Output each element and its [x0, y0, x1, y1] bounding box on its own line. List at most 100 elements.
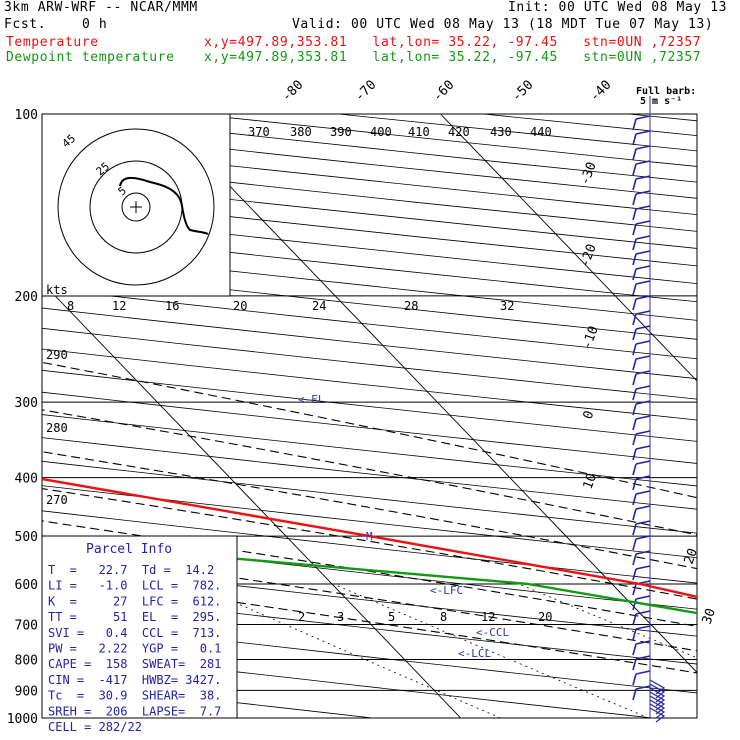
wind-barb [649, 687, 666, 703]
wind-barb [632, 460, 651, 476]
parcel-row: Tc = 30.9 SHEAR= 38. [48, 689, 221, 703]
parcel-title: Parcel Info [86, 542, 172, 557]
wind-barb [632, 625, 651, 641]
wind-barb [649, 699, 666, 715]
isotherm-line [721, 114, 740, 718]
header: 3km ARW-WRF -- NCAR/MMM Init: 00 UTC Wed… [0, 0, 740, 70]
wind-barb [632, 310, 651, 326]
wind-barb [632, 205, 651, 221]
pressure-tick-label: 500 [15, 530, 38, 545]
parcel-row: CAPE = 158 SWEAT= 281 [48, 657, 221, 671]
wind-barb [632, 295, 651, 311]
theta-label: 440 [530, 125, 552, 139]
wind-barb [632, 280, 651, 296]
pressure-tick-label: 100 [15, 108, 38, 123]
theta-label: 410 [408, 125, 430, 139]
parcel-row: TT = 51 EL = 295. [48, 610, 221, 624]
wind-barb [632, 355, 651, 371]
speed-label: 24 [312, 299, 326, 313]
parcel-row: T = 22.7 Td = 14.2 [48, 563, 214, 577]
pressure-tick-label: 300 [15, 396, 38, 411]
wind-barb [632, 640, 651, 656]
wind-barb [632, 175, 651, 191]
wind-barb [632, 505, 651, 521]
isotherm-label: 20 [682, 547, 701, 567]
forecast-hour: 0 h [82, 17, 108, 32]
wind-barb [632, 130, 651, 146]
valid-time: Valid: 00 UTC Wed 08 May 13 (18 MDT Tue … [292, 17, 714, 32]
wind-barb [649, 683, 666, 699]
isotherm-label: 10 [581, 472, 600, 492]
wind-barbs: Full barb:5 m s⁻¹ [632, 86, 696, 723]
pressure-tick-label: 900 [15, 684, 38, 699]
wind-barb [632, 250, 651, 266]
speed-label: 12 [112, 299, 126, 313]
mixing-ratio-line [518, 583, 697, 659]
wind-barb [649, 695, 666, 711]
wind-barb [632, 565, 651, 581]
parcel-info-panel: Parcel Info T = 22.7 Td = 14.2 LI = -1.0 L… [41, 535, 238, 734]
theta-label: 370 [248, 125, 270, 139]
moist-adiabat [42, 361, 697, 499]
wind-barb [632, 490, 651, 506]
wind-barb [632, 190, 651, 206]
wind-barb [632, 220, 651, 236]
parcel-row: PW = 2.22 YGP = 0.1 [48, 642, 221, 656]
wind-barb [632, 595, 651, 611]
hodograph-unit-label: kts [46, 283, 68, 297]
pressure-tick-label: 800 [15, 653, 38, 668]
hodograph-ring [121, 192, 151, 222]
dry-adiabat [42, 619, 697, 694]
theta-label: 420 [448, 125, 470, 139]
wind-barb [632, 160, 651, 176]
theta-label: 380 [290, 125, 312, 139]
isotherm-label: -80 [279, 78, 306, 105]
wind-barb [632, 325, 651, 341]
wind-barb [632, 550, 651, 566]
sounding-series [42, 477, 697, 615]
isotherm-label: -20 [578, 242, 600, 269]
dry-adiabat [42, 307, 697, 380]
theta-label: 390 [330, 125, 352, 139]
dry-adiabat [42, 327, 697, 400]
mixing-ratio-label: 20 [538, 610, 552, 624]
theta-label: 400 [370, 125, 392, 139]
hodograph-ring [57, 128, 215, 286]
wind-barb [632, 430, 651, 446]
temperature-location: x,y=497.89,353.81 lat,lon= 35.22, -97.45… [204, 35, 702, 50]
level-annotation: <-EL [298, 393, 325, 406]
parcel-row: CIN = -417 HWBZ= 3427. [48, 673, 221, 687]
hodograph-trace [119, 176, 209, 235]
temperature-line [42, 477, 697, 599]
parcel-row: K = 27 LFC = 612. [48, 594, 221, 608]
level-annotation: <-LFC [430, 584, 463, 597]
pressure-tick-label: 200 [15, 290, 38, 305]
init-time: Init: 00 UTC Wed 08 May 13 [508, 0, 728, 15]
isotherm-label: -10 [580, 324, 602, 351]
wind-barb [632, 265, 651, 281]
wind-barb [632, 235, 651, 251]
pressure-tick-label: 1000 [7, 712, 38, 727]
parcel-row: SREH = 206 LAPSE= 7.7 [48, 704, 221, 718]
parcel-row: LI = -1.0 LCL = 782. [48, 579, 221, 593]
wind-barb [632, 655, 651, 671]
wind-barb [632, 340, 651, 356]
wind-barb-unit: 5 m s⁻¹ [640, 96, 682, 107]
dry-adiabat [338, 114, 697, 152]
plot-border [41, 113, 698, 719]
dry-adiabat [42, 287, 697, 360]
isotherm-label: -40 [587, 78, 614, 105]
theta-label: 430 [490, 125, 512, 139]
speed-label: 32 [500, 299, 514, 313]
isotherm-label: -50 [509, 78, 536, 105]
mixing-ratio-line [193, 583, 501, 718]
wind-barb [632, 385, 651, 401]
dewpoint-location: x,y=497.89,353.81 lat,lon= 35.22, -97.45… [204, 50, 702, 65]
parcel-row: CELL = 282/22 [48, 720, 142, 734]
isotherm-label: -60 [430, 78, 457, 105]
mixing-ratio-label: 3 [337, 610, 344, 624]
theta-e-label: 280 [46, 421, 68, 435]
speed-label: 28 [404, 299, 418, 313]
